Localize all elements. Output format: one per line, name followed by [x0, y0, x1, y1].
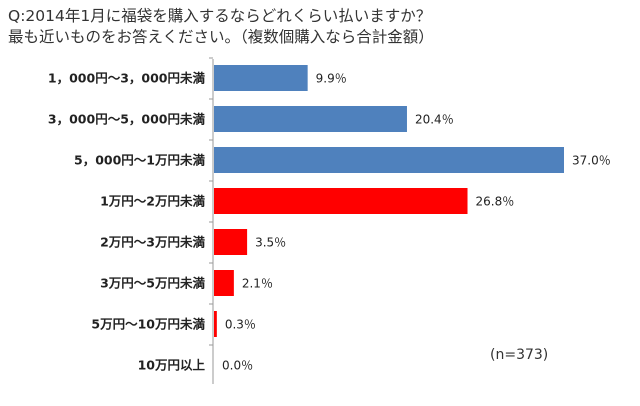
bar	[214, 229, 248, 255]
chart-title: Q:2014年1月に福袋を購入するならどれくらい払いますか？ 最も近いものをお答…	[8, 6, 608, 48]
title-line-2: 最も近いものをお答えください。（複数個購入なら合計金額）	[8, 28, 434, 46]
category-label: 10万円以上	[138, 358, 206, 373]
bar	[214, 65, 308, 91]
value-label: 37.0％	[572, 154, 611, 168]
category-label: 1，000円～3，000円未満	[48, 71, 206, 86]
value-label: 9.9％	[316, 72, 347, 86]
category-label: 5，000円～1万円未満	[74, 153, 205, 168]
value-label: 0.3％	[225, 318, 256, 332]
category-label: 3万円～5万円未満	[100, 276, 205, 291]
bar	[214, 311, 217, 337]
category-label: 3，000円～5，000円未満	[48, 112, 206, 127]
value-label: 0.0％	[222, 359, 253, 373]
value-label: 26.8％	[476, 195, 515, 209]
bar	[214, 188, 468, 214]
category-label: 5万円～10万円未満	[91, 317, 205, 332]
value-label: 20.4％	[415, 113, 454, 127]
bar	[214, 270, 234, 296]
sample-size-label: (n=373)	[490, 347, 549, 363]
value-label: 2.1％	[242, 277, 273, 291]
category-label: 1万円～2万円未満	[100, 194, 205, 209]
title-line-1: Q:2014年1月に福袋を購入するならどれくらい払いますか？	[8, 7, 432, 25]
bar	[214, 147, 564, 173]
category-label: 2万円～3万円未満	[100, 235, 205, 250]
value-label: 3.5％	[255, 236, 286, 250]
bar	[214, 106, 407, 132]
